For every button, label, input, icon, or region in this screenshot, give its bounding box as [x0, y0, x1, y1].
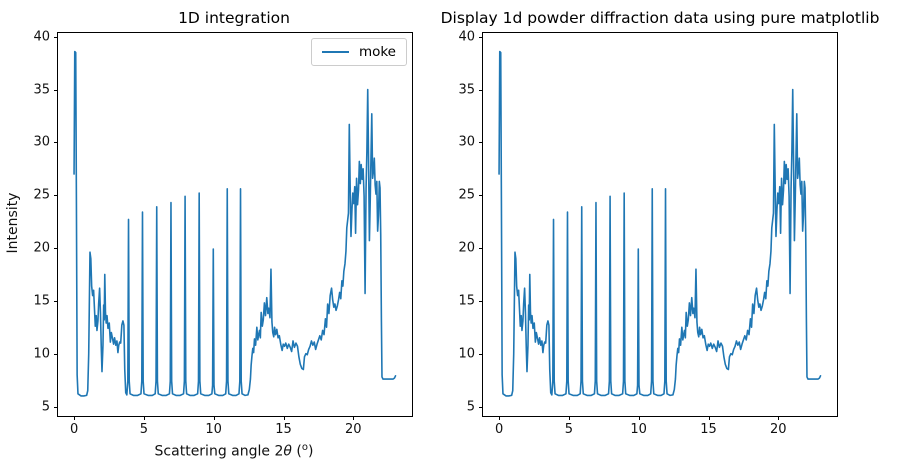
- y-tick-mark: [479, 406, 483, 408]
- x-tick-mark: [283, 416, 285, 420]
- y-tick-label: 20: [458, 240, 475, 256]
- x-tick-label: 0: [494, 422, 504, 437]
- y-tick-mark: [54, 300, 58, 302]
- xlabel-paren-open: (: [291, 443, 302, 460]
- right-plot-canvas: [498, 50, 822, 397]
- y-tick-mark: [54, 353, 58, 355]
- legend-label: moke: [358, 44, 396, 60]
- x-tick-label: 15: [275, 422, 292, 437]
- y-tick-label: 5: [466, 399, 475, 414]
- legend-line-sample-icon: [321, 50, 349, 54]
- y-tick-mark: [479, 353, 483, 355]
- x-tick-label: 20: [345, 422, 362, 437]
- xlabel-theta: θ: [283, 443, 292, 460]
- y-tick-label: 15: [458, 293, 475, 309]
- x-tick-mark: [568, 416, 570, 420]
- xlabel-text: Scattering angle 2: [154, 443, 284, 460]
- x-tick-label: 10: [630, 422, 647, 437]
- x-tick-mark: [499, 416, 501, 420]
- y-tick-mark: [54, 406, 58, 408]
- y-tick-label: 35: [458, 82, 475, 97]
- y-tick-mark: [54, 89, 58, 91]
- y-tick-label: 10: [458, 346, 475, 362]
- legend: moke: [310, 38, 407, 66]
- x-tick-label: 20: [770, 422, 787, 437]
- y-tick-mark: [479, 89, 483, 91]
- x-tick-label: 0: [69, 422, 79, 437]
- x-tick-label: 10: [205, 422, 222, 437]
- y-tick-label: 40: [458, 29, 475, 45]
- y-tick-label: 25: [33, 187, 50, 203]
- left-plot-axes: moke 0 5 10 15 20 5 10 15 20 25 30 35 40: [33, 29, 413, 437]
- y-tick-label: 30: [458, 134, 475, 150]
- y-tick-label: 15: [33, 293, 50, 309]
- x-tick-mark: [74, 416, 76, 420]
- y-tick-label: 20: [33, 240, 50, 256]
- y-tick-mark: [54, 195, 58, 197]
- y-tick-label: 25: [458, 187, 475, 203]
- right-plot-title: Display 1d powder diffraction data using…: [440, 9, 880, 27]
- y-tick-mark: [479, 142, 483, 144]
- y-tick-mark: [479, 36, 483, 38]
- x-tick-mark: [638, 416, 640, 420]
- y-tick-label: 5: [41, 399, 50, 414]
- x-tick-mark: [353, 416, 355, 420]
- x-tick-label: 5: [564, 422, 574, 437]
- x-tick-mark: [143, 416, 145, 420]
- x-tick-label: 5: [139, 422, 149, 437]
- left-plot-y-axis-label: Intensity: [5, 192, 21, 254]
- y-tick-mark: [479, 300, 483, 302]
- moke-line-series: [73, 50, 397, 397]
- y-tick-mark: [54, 248, 58, 249]
- x-tick-mark: [708, 416, 710, 420]
- y-tick-mark: [54, 36, 58, 38]
- moke-line-series: [498, 50, 822, 397]
- x-tick-mark: [778, 416, 780, 420]
- y-tick-label: 10: [33, 346, 50, 362]
- right-plot-axes: 0 5 10 15 20 5 10 15 20 25 30 35 40: [458, 29, 838, 437]
- y-tick-mark: [54, 142, 58, 144]
- y-tick-label: 30: [33, 134, 50, 150]
- left-plot-title: 1D integration: [178, 9, 290, 27]
- y-tick-mark: [479, 195, 483, 197]
- left-plot-canvas: [73, 50, 397, 397]
- xlabel-paren-close: ): [307, 443, 314, 460]
- y-tick-mark: [479, 248, 483, 249]
- y-tick-label: 35: [33, 82, 50, 97]
- x-tick-label: 15: [700, 422, 717, 437]
- y-tick-label: 40: [33, 29, 50, 45]
- x-tick-mark: [213, 416, 215, 420]
- xlabel-degree-sup: o: [301, 442, 308, 453]
- left-plot-x-axis-label: Scattering angle 2θ (o): [155, 442, 314, 460]
